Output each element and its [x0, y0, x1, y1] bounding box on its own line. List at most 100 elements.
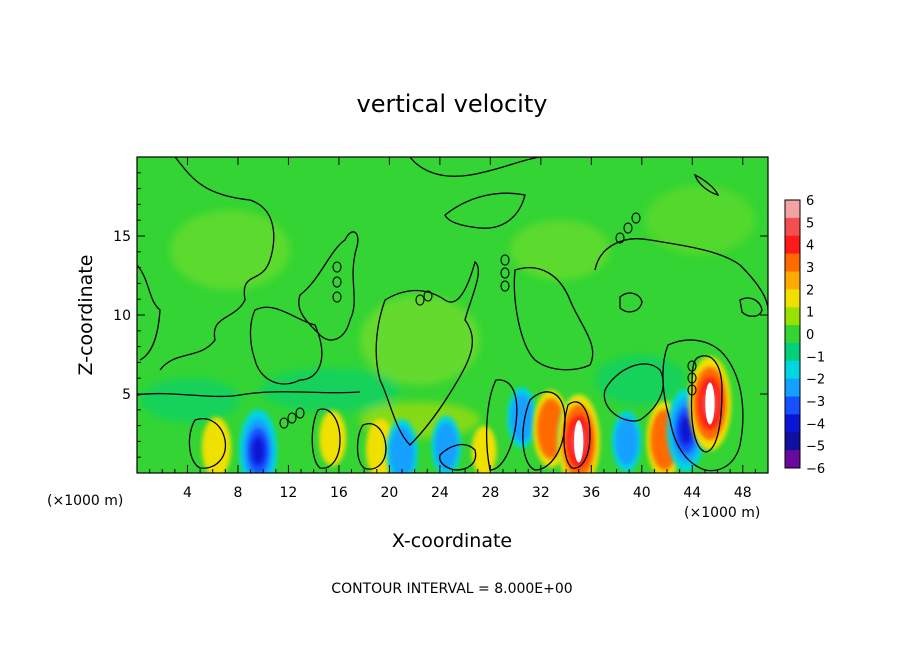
colorbar-label: 2	[806, 283, 814, 298]
colorbar-segment	[785, 307, 800, 326]
x-axis-label: X-coordinate	[392, 530, 512, 552]
updraft-cell	[201, 417, 232, 473]
y-tick-label: 5	[122, 387, 131, 403]
contour-interval-label: CONTOUR INTERVAL = 8.000E+00	[331, 581, 572, 597]
colorbar-segment	[785, 432, 800, 451]
x-tick-label: 4	[183, 485, 192, 501]
colorbar-frame	[784, 199, 801, 469]
contour-circle	[687, 384, 697, 396]
colorbar-label: −5	[806, 440, 825, 455]
x-tick-label: 28	[481, 485, 499, 501]
contour-line	[409, 157, 541, 177]
contour-line	[513, 267, 594, 371]
cell-level	[389, 426, 415, 473]
y-tick-label: 10	[113, 308, 131, 324]
contour-circle	[500, 280, 510, 292]
contour-circle	[623, 222, 633, 234]
colorbar-segment	[785, 325, 800, 344]
plot-area	[137, 157, 768, 473]
colorbar-label: −6	[806, 462, 825, 477]
cell-level	[615, 417, 639, 466]
x-tick-label: 48	[734, 485, 752, 501]
colorbar-label: −1	[806, 350, 825, 365]
updraft-cell	[471, 425, 497, 473]
colorbar-label: −2	[806, 373, 825, 388]
contour-circle	[332, 291, 342, 303]
downdraft-cell	[612, 410, 642, 472]
colorbar-label: −4	[806, 417, 825, 432]
x-axis: 4 8 12 16 20 24 28 32 36 40 44 48	[149, 157, 756, 501]
colorbar-segment	[785, 217, 800, 237]
contour-line	[739, 297, 763, 317]
colorbar-segment	[785, 414, 800, 433]
y-tick-label: 15	[113, 229, 131, 245]
updraft-cell	[557, 394, 600, 473]
x-tick-label: 40	[633, 485, 651, 501]
cell-core	[705, 382, 715, 425]
colorbar-segment	[785, 289, 800, 308]
background-texture	[140, 185, 755, 438]
contour-line	[356, 423, 387, 470]
x-tick-label: 44	[683, 485, 701, 501]
x-tick-label: 24	[431, 485, 449, 501]
y-axis: 5 10 15	[113, 172, 768, 458]
colorbar-segment	[785, 235, 800, 255]
contour-line	[159, 157, 275, 371]
contour-line	[603, 363, 664, 422]
contour-circle	[500, 267, 510, 279]
texture-patch	[260, 368, 400, 412]
x-tick-label: 8	[233, 485, 242, 501]
contour-line	[439, 443, 477, 471]
contour-line	[563, 401, 591, 469]
cell-level	[319, 410, 347, 466]
colorbar-label: 4	[806, 239, 814, 254]
contour-line	[662, 339, 744, 472]
contour-label-group	[279, 212, 697, 429]
colorbar-segment	[785, 360, 800, 380]
contour-line	[249, 306, 323, 385]
downdraft-cell	[386, 419, 418, 473]
contour-line	[690, 355, 723, 453]
colorbar: 6 5 4 3 2 1 0 −1 −2 −3 −4 −5 −6	[784, 194, 825, 477]
contour-line	[137, 391, 361, 398]
texture-patch	[595, 355, 685, 405]
x-unit-label-left: (×1000 m)	[47, 493, 123, 509]
contour-circle	[332, 276, 342, 288]
contour-circle	[415, 294, 425, 306]
contour-line	[522, 391, 566, 471]
colorbar-segment	[785, 396, 800, 415]
colorbar-segment	[785, 450, 800, 469]
colorbar-segment	[785, 200, 800, 219]
contour-line	[188, 418, 227, 469]
contour-circle	[687, 372, 697, 384]
colorbar-segment	[785, 378, 800, 398]
cell-level	[201, 417, 232, 473]
cell-level	[679, 416, 693, 445]
cell-level	[471, 425, 497, 473]
cell-level	[434, 422, 458, 470]
x-tick-label: 20	[380, 485, 398, 501]
contour-line	[311, 408, 341, 469]
contour-circle	[279, 417, 289, 429]
x-tick-label: 16	[330, 485, 348, 501]
contour-circle	[687, 360, 697, 372]
texture-patch	[645, 185, 755, 255]
contour-line	[485, 379, 518, 471]
colorbar-label: 1	[806, 306, 814, 321]
contour-line	[444, 192, 526, 229]
contour-line	[693, 173, 720, 197]
colorbar-label: 3	[806, 261, 814, 276]
downdraft-cell	[239, 409, 278, 473]
contour-line	[137, 264, 161, 361]
colorbar-label: 0	[806, 328, 814, 343]
updraft-cell	[688, 356, 732, 451]
colorbar-segment	[785, 271, 800, 290]
contour-circle	[295, 407, 305, 419]
contour-circle	[500, 254, 510, 266]
downdraft-cell	[431, 415, 461, 473]
contour-line	[594, 238, 768, 311]
cell-level	[251, 436, 265, 465]
contour-lines	[137, 157, 768, 472]
colorbar-segment	[785, 342, 800, 362]
